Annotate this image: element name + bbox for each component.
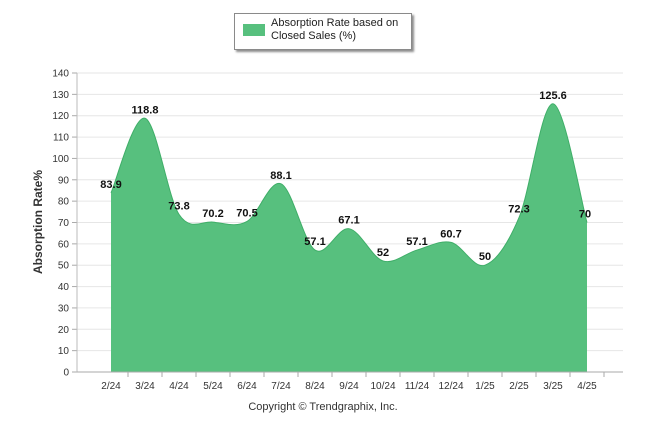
data-label: 118.8: [132, 104, 159, 116]
x-tick-label: 10/24: [370, 381, 395, 392]
y-tick-label: 100: [52, 154, 69, 165]
data-label: 83.9: [100, 179, 121, 191]
y-tick-label: 120: [52, 111, 69, 122]
y-tick-label: 130: [52, 90, 69, 101]
series-area-fill: [111, 103, 587, 372]
data-label: 67.1: [338, 215, 359, 227]
y-tick-label: 90: [58, 175, 70, 186]
y-tick-label: 50: [58, 261, 70, 272]
data-label: 70: [579, 209, 591, 221]
series-area: [110, 103, 588, 372]
y-tick-label: 40: [58, 282, 70, 293]
y-axis-title: Absorption Rate%: [31, 170, 45, 274]
data-label: 57.1: [304, 236, 325, 248]
x-tick-label: 3/25: [543, 381, 563, 392]
x-tick-label: 4/24: [169, 381, 189, 392]
data-label: 72.3: [508, 204, 529, 216]
y-tick-label: 140: [52, 69, 69, 80]
y-tick-label: 70: [58, 218, 70, 229]
data-label: 88.1: [270, 170, 291, 182]
x-tick-label: 3/24: [135, 381, 155, 392]
x-tick-label: 9/24: [339, 381, 359, 392]
x-axis: 2/24 3/24 4/24 5/24 6/24 7/24 8/24 9/24 10/24 11/…: [77, 371, 623, 392]
x-tick-label: 2/25: [509, 381, 529, 392]
y-tick-label: 110: [53, 133, 69, 144]
copyright-footer: Copyright © Trendgraphix, Inc.: [248, 401, 398, 413]
x-tick-label: 5/24: [203, 381, 223, 392]
y-tick-label: 20: [58, 325, 70, 336]
y-tick-label: 80: [58, 197, 70, 208]
data-label: 57.1: [406, 236, 427, 248]
y-tick-label: 0: [63, 368, 69, 379]
x-tick-label: 7/24: [271, 381, 291, 392]
data-label: 52: [377, 247, 389, 259]
legend-label: Absorption Rate based on Closed Sales (%…: [271, 17, 399, 42]
x-tick-label: 1/25: [475, 381, 495, 392]
x-tick-label: 8/24: [305, 381, 325, 392]
data-label: 73.8: [168, 200, 189, 212]
data-label: 125.6: [539, 90, 567, 102]
x-tick-label: 6/24: [237, 381, 257, 392]
y-tick-label: 30: [58, 303, 70, 314]
data-labels: 83.9 118.8 73.8 70.2 70.5 88.1 57.1 67.1 52 57.1 6…: [100, 90, 591, 263]
x-tick-label: 12/24: [438, 381, 463, 392]
data-label: 60.7: [440, 228, 461, 240]
y-axis: 0 10 20 30 40 50 60 70 80 90 100 110 120 130 140: [52, 69, 78, 379]
y-tick-label: 10: [58, 346, 70, 357]
y-tick-label: 60: [58, 239, 70, 250]
x-tick-label: 2/24: [101, 381, 121, 392]
legend-swatch: [243, 24, 265, 36]
series-line: [110, 103, 588, 267]
x-tick-label: 11/24: [405, 381, 430, 392]
data-label: 70.2: [202, 208, 223, 220]
legend: Absorption Rate based on Closed Sales (%…: [234, 13, 412, 50]
x-tick-label: 4/25: [577, 381, 597, 392]
data-label: 70.5: [236, 207, 257, 219]
data-label: 50: [479, 251, 491, 263]
